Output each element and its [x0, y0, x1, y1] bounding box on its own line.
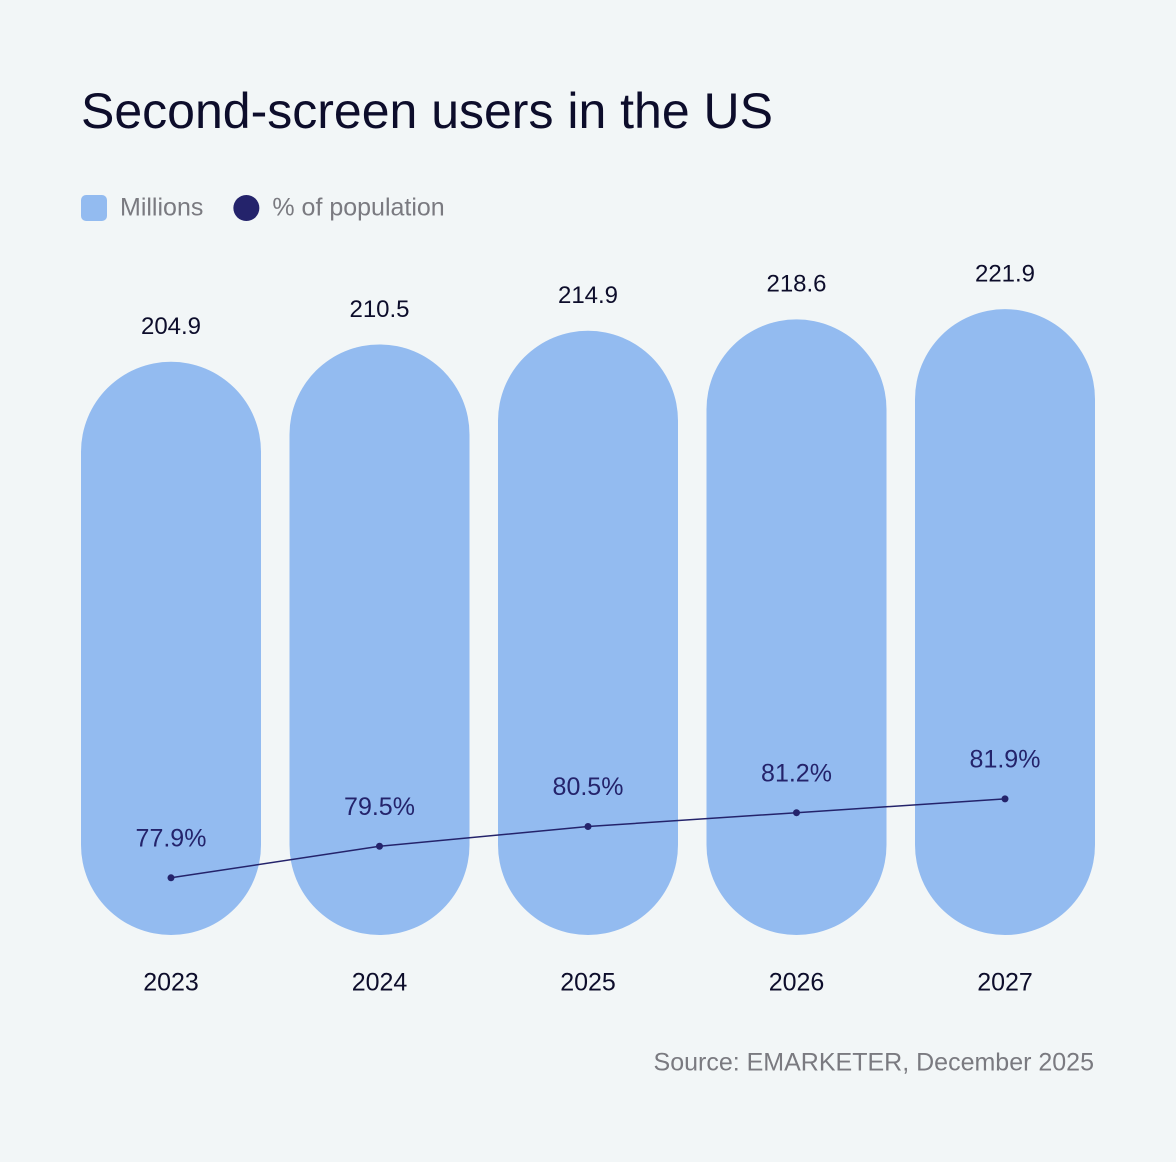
point — [793, 809, 800, 817]
point-value-label: 81.9% — [970, 745, 1041, 773]
bar — [289, 344, 470, 935]
bar-value-label: 221.9 — [975, 260, 1035, 287]
bar-value-label: 214.9 — [558, 282, 618, 309]
legend-label: % of population — [272, 194, 444, 222]
x-tick-label: 2026 — [769, 969, 825, 997]
bar — [498, 330, 678, 935]
x-tick-label: 2024 — [352, 969, 408, 997]
bar — [81, 361, 261, 935]
legend-label: Millions — [120, 194, 203, 222]
bar-value-label: 218.6 — [766, 271, 826, 298]
point — [376, 842, 383, 850]
bar — [706, 319, 887, 936]
point — [1001, 795, 1009, 803]
bar-value-label: 204.9 — [141, 313, 201, 340]
bar-value-label: 210.5 — [349, 296, 409, 323]
point-value-label: 79.5% — [344, 793, 415, 821]
x-tick-label: 2025 — [560, 969, 616, 997]
source: Source: EMARKETER, December 2025 — [654, 1049, 1094, 1077]
x-tick-label: 2027 — [977, 969, 1033, 997]
chart-title: Second-screen users in the US — [81, 83, 773, 139]
legend-swatch — [81, 195, 107, 221]
x-tick-label: 2023 — [143, 969, 199, 997]
bar — [915, 309, 1095, 935]
point-value-label: 81.2% — [761, 759, 832, 787]
point — [584, 823, 592, 830]
point-value-label: 80.5% — [553, 773, 624, 801]
legend-swatch — [233, 195, 260, 221]
point-value-label: 77.9% — [136, 824, 207, 852]
point — [167, 874, 175, 882]
